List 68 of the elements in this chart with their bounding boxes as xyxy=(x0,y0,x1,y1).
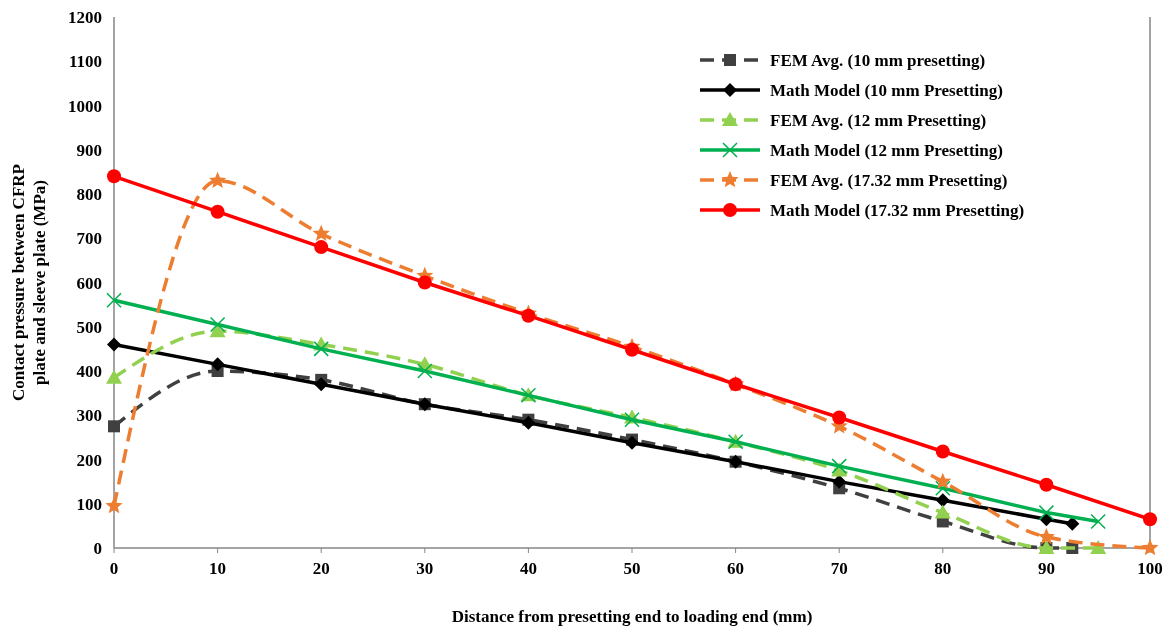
point xyxy=(935,444,950,459)
point xyxy=(209,316,226,333)
point xyxy=(1065,516,1080,531)
point xyxy=(106,292,122,308)
x-tick-label: 20 xyxy=(312,559,330,578)
legend-label: FEM Avg. (10 mm presetting) xyxy=(770,51,986,70)
point xyxy=(934,504,951,519)
y-tick-label: 300 xyxy=(76,406,102,426)
point xyxy=(314,377,329,392)
point xyxy=(935,480,951,497)
x-tick-label: 90 xyxy=(1037,559,1055,578)
point xyxy=(313,341,329,357)
point xyxy=(417,275,432,290)
x-tick-label: 40 xyxy=(519,559,537,578)
point xyxy=(107,337,121,352)
x-tick-label: 100 xyxy=(1137,559,1163,578)
legend-label: Math Model (10 mm Presetting) xyxy=(770,81,1003,100)
x-tick-label: 0 xyxy=(109,559,119,578)
x-tick-label: 80 xyxy=(934,559,952,578)
x-tick-label: 70 xyxy=(830,559,848,578)
point xyxy=(625,435,639,450)
point xyxy=(209,171,227,189)
y-tick-label: 700 xyxy=(76,229,102,249)
y-tick-label: 500 xyxy=(76,317,102,337)
point xyxy=(106,369,122,384)
y-tick-label: 1100 xyxy=(68,52,102,72)
y-tick-label: 200 xyxy=(76,450,102,470)
legend-label: FEM Avg. (17.32 mm Presetting) xyxy=(770,171,1008,190)
point xyxy=(934,472,952,489)
y-tick-label: 900 xyxy=(76,140,102,160)
point xyxy=(1037,527,1055,545)
point xyxy=(1038,504,1055,521)
point xyxy=(625,342,639,357)
point xyxy=(832,474,847,489)
point xyxy=(314,240,329,255)
point xyxy=(521,415,536,430)
point xyxy=(832,410,847,425)
y-tick-label: 100 xyxy=(76,494,102,514)
x-tick-label: 10 xyxy=(209,559,227,578)
y-axis-title: Contact pressure between CFRP plate and sleeve plate (MPa) xyxy=(9,164,49,401)
x-tick-label: 50 xyxy=(623,559,641,578)
point xyxy=(105,496,123,514)
y-tick-label: 1000 xyxy=(68,96,102,116)
legend-label: Math Model (17.32 mm Presetting) xyxy=(770,201,1025,220)
point xyxy=(624,411,640,428)
point xyxy=(107,169,121,184)
point xyxy=(1141,539,1159,556)
y-tick-label: 0 xyxy=(93,539,102,558)
point xyxy=(210,357,225,372)
x-tick-label: 60 xyxy=(727,559,745,578)
legend-label: Math Model (12 mm Presetting) xyxy=(770,141,1003,160)
point xyxy=(312,224,330,242)
x-tick-label: 30 xyxy=(416,559,434,578)
point xyxy=(1039,477,1054,492)
point xyxy=(210,204,225,219)
y-tick-label: 800 xyxy=(76,185,102,204)
y-tick-label: 400 xyxy=(76,362,102,381)
x-axis-title: Distance from presetting end to loading end (mm) xyxy=(451,607,813,626)
point xyxy=(108,420,120,433)
point xyxy=(417,363,433,379)
y-tick-label: 1200 xyxy=(68,8,102,27)
point xyxy=(831,458,847,474)
point xyxy=(1090,513,1106,530)
point xyxy=(521,308,536,323)
y-tick-label: 600 xyxy=(76,273,102,293)
legend-label: FEM Avg. (12 mm Presetting) xyxy=(770,111,987,130)
point xyxy=(935,493,950,508)
point xyxy=(1143,512,1157,527)
